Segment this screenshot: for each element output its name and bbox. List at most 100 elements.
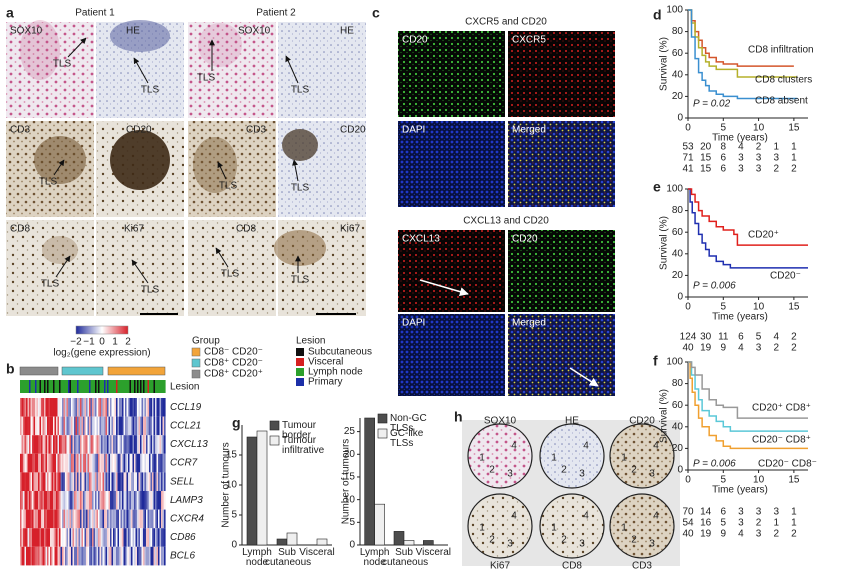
heatmap-cell: [96, 528, 99, 547]
heatmap-cell: [108, 509, 111, 529]
heatmap-cell: [132, 509, 135, 529]
y-tick-label: 100: [666, 5, 683, 16]
heatmap-cell: [45, 491, 48, 510]
lesion-cell: [23, 380, 25, 393]
panel-label: b: [6, 361, 15, 377]
heatmap-cell: [63, 509, 66, 529]
heatmap-cell: [120, 472, 123, 491]
heatmap-cell: [99, 472, 102, 491]
heatmap-cell: [131, 509, 133, 529]
heatmap-cell: [96, 491, 99, 510]
heatmap-cell: [84, 509, 87, 529]
lesion-cell: [29, 380, 31, 393]
heatmap-cell: [51, 528, 54, 547]
heatmap-cell: [129, 528, 132, 547]
heatmap-cell: [131, 453, 133, 473]
y-tick-label: 10: [226, 480, 238, 491]
heatmap-cell: [42, 509, 45, 529]
lesion-cell: [38, 380, 40, 393]
heatmap-cell: [111, 546, 114, 566]
heatmap-cell: [137, 509, 139, 529]
heatmap-cell: [138, 453, 141, 473]
heatmap-cell: [30, 491, 33, 510]
y-axis-label: Survival (%): [659, 37, 670, 91]
heatmap-cell: [83, 472, 85, 491]
legend-swatch: [377, 413, 388, 424]
heatmap-cell: [125, 398, 127, 417]
heatmap-cell: [53, 472, 55, 491]
heatmap-cell: [104, 528, 106, 547]
lesion-cell: [47, 380, 49, 393]
heatmap-cell: [56, 398, 58, 417]
bar: [423, 540, 434, 546]
region-label: 3: [649, 539, 655, 550]
heatmap-cell: [36, 491, 39, 510]
legend-label: Tumour infiltrative: [282, 435, 325, 456]
legend-swatch: [191, 358, 201, 368]
heatmap-cell: [33, 472, 36, 491]
channel-label: CXCR5: [512, 35, 546, 46]
heatmap-cell: [140, 491, 142, 510]
risk-number: 3: [738, 518, 744, 529]
heatmap-cell: [68, 398, 70, 417]
heatmap-cell: [23, 546, 25, 566]
heatmap-cell: [132, 491, 135, 510]
lesion-cell: [119, 380, 121, 393]
series-label: CD8 infiltration: [748, 45, 814, 56]
tls-label: TLS: [39, 177, 58, 188]
heatmap-cell: [158, 416, 160, 436]
risk-number: 3: [756, 343, 762, 354]
y-tick-label: 60: [672, 48, 684, 59]
heatmap-cell: [63, 546, 66, 566]
heatmap-cell: [87, 491, 90, 510]
heatmap-cell: [149, 509, 151, 529]
heatmap-cell: [135, 453, 138, 473]
heatmap-cell: [143, 453, 145, 473]
risk-number: 2: [773, 164, 779, 175]
heatmap-cell: [59, 398, 61, 417]
heatmap-cell: [72, 491, 75, 510]
heatmap-cell: [122, 528, 124, 547]
heatmap-cell: [32, 453, 34, 473]
heatmap-cell: [74, 528, 76, 547]
heatmap-cell: [153, 435, 156, 454]
heatmap-cell: [89, 491, 91, 510]
y-tick-label: 80: [672, 378, 684, 389]
heatmap-cell: [39, 472, 42, 491]
heatmap-cell: [32, 416, 34, 436]
lesion-cell: [27, 380, 30, 393]
heatmap-cell: [63, 528, 66, 547]
heatmap-cell: [161, 398, 163, 417]
lesion-cell: [36, 380, 39, 393]
heatmap-cell: [77, 435, 79, 454]
heatmap-cell: [129, 491, 132, 510]
heatmap-cell: [78, 491, 81, 510]
heatmap-cell: [117, 509, 120, 529]
bar: [403, 540, 415, 546]
heatmap-cell: [159, 398, 162, 417]
heatmap-cell: [161, 435, 163, 454]
heatmap-cell: [141, 546, 144, 566]
heatmap-cell: [57, 491, 60, 510]
heatmap-cell: [122, 416, 124, 436]
color-bar-tick: 2: [125, 337, 131, 348]
color-bar-label: log₂(gene expression): [53, 348, 150, 359]
tls-label: TLS: [141, 85, 160, 96]
heatmap-cell: [102, 416, 105, 436]
lesion-cell: [62, 380, 64, 393]
heatmap-cell: [71, 528, 73, 547]
heatmap-cell: [129, 398, 132, 417]
heatmap-cell: [21, 416, 24, 436]
heatmap-cell: [69, 416, 72, 436]
heatmap-cell: [23, 398, 25, 417]
heatmap-cell: [21, 398, 24, 417]
heatmap-cell: [137, 416, 139, 436]
heatmap-cell: [131, 472, 133, 491]
heatmap-cell: [125, 416, 127, 436]
x-tick-label: Lymph node: [242, 547, 272, 568]
heatmap-cell: [80, 528, 82, 547]
x-tick-label: 10: [753, 302, 765, 313]
heatmap-cell: [69, 528, 72, 547]
heatmap-cell: [80, 416, 82, 436]
heatmap-cell: [72, 528, 75, 547]
